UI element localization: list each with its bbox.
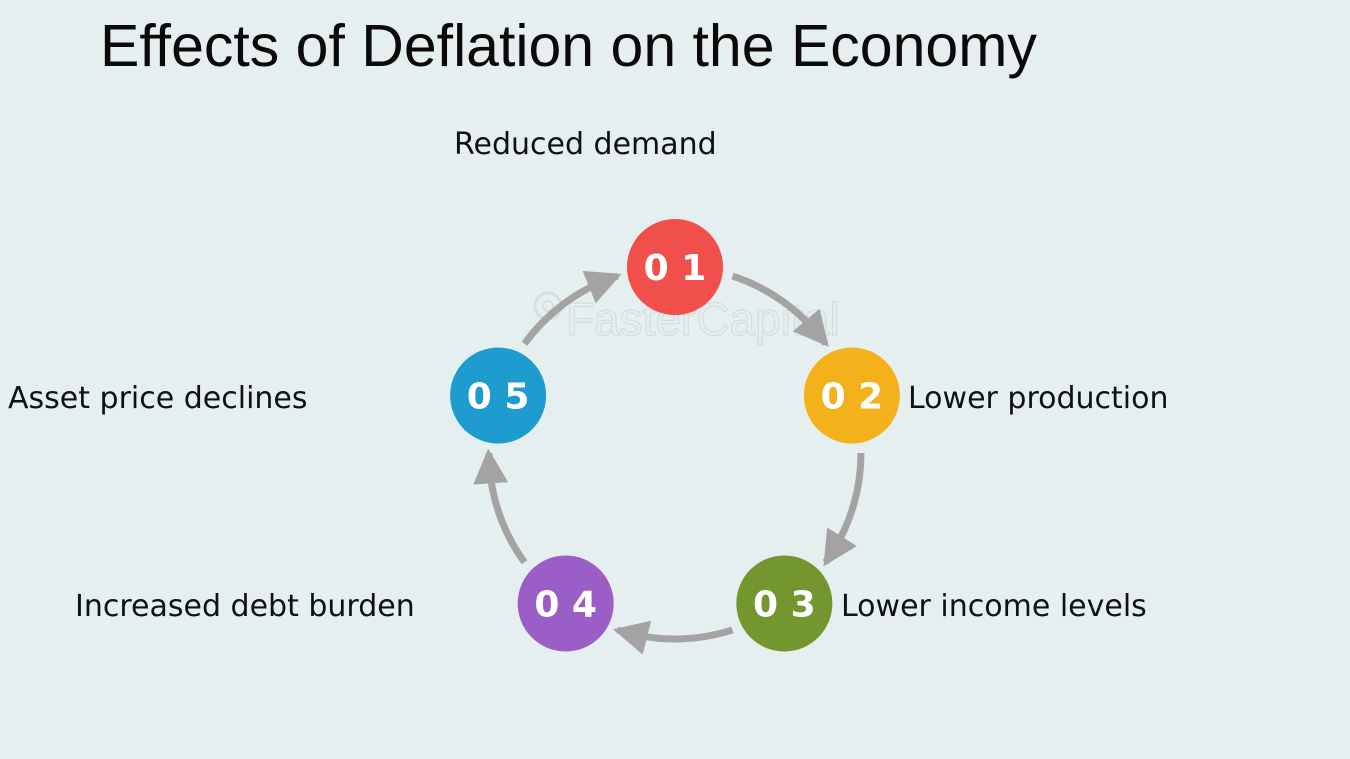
- cycle-steps: 0 1 0 2 0 3 0 4 0 5: [450, 219, 900, 652]
- step-node-5: 0 5: [450, 347, 547, 444]
- cycle-arc-2: [822, 549, 836, 565]
- step-circle-4: [517, 555, 614, 652]
- cycle-arrow-5: [521, 270, 622, 346]
- step-node-4: 0 4: [517, 555, 614, 652]
- step-number-5: 0 5: [467, 377, 530, 418]
- step-label-5: Asset price declines: [8, 381, 308, 416]
- step-number-2: 0 2: [821, 377, 884, 418]
- step-node-2: 0 2: [803, 347, 900, 444]
- cycle-arrow-4: [473, 448, 528, 565]
- cycle-ring: [473, 270, 865, 655]
- step-circle-2: [803, 347, 900, 444]
- step-label-1: Reduced demand: [454, 127, 717, 162]
- cycle-arrow-2: [823, 452, 865, 567]
- step-label-3: Lower income levels: [841, 589, 1147, 624]
- cycle-arc-1: [814, 331, 829, 346]
- cycle-arrow-3: [613, 620, 734, 655]
- cycle-arc-5: [604, 272, 619, 284]
- step-circle-1: [627, 219, 723, 315]
- step-node-3: 0 3: [736, 555, 833, 652]
- step-label-4: Increased debt burden: [75, 589, 415, 624]
- step-node-1: 0 1: [627, 219, 723, 315]
- step-number-1: 0 1: [644, 248, 707, 289]
- step-number-4: 0 4: [534, 584, 597, 625]
- cycle-arrow-1: [731, 272, 829, 347]
- cycle-arc-3: [616, 626, 631, 637]
- step-label-2: Lower production: [908, 381, 1169, 416]
- step-circle-5: [450, 347, 547, 444]
- step-number-3: 0 3: [753, 584, 816, 625]
- step-circle-3: [736, 555, 833, 652]
- page-title: Effects of Deflation on the Economy: [100, 13, 1037, 79]
